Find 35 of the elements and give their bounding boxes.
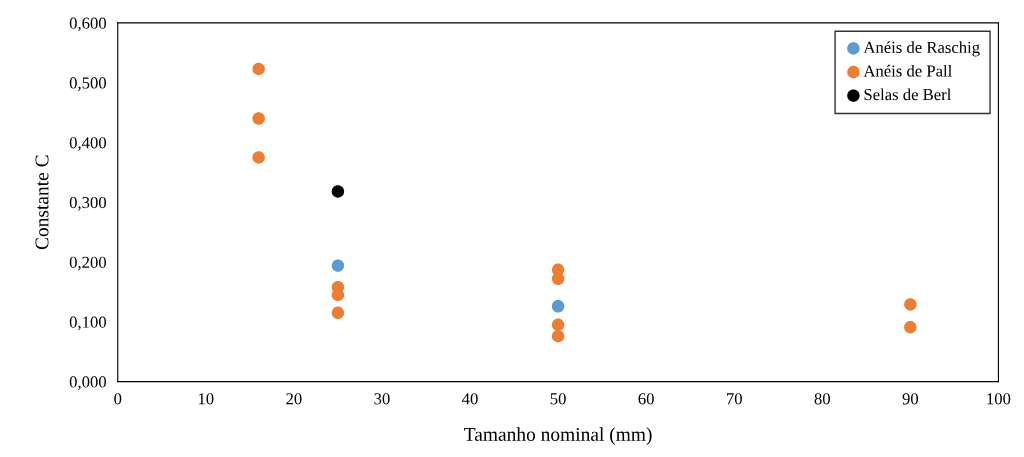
point	[331, 306, 345, 320]
y-axis-title: Constante C	[35, 155, 49, 250]
point	[904, 320, 917, 334]
x-tick-label: 0	[114, 393, 122, 405]
point	[331, 259, 345, 272]
y-tick-label: 0,500	[69, 77, 107, 91]
x-tick-label: 50	[550, 393, 566, 405]
x-tick-label: 20	[286, 393, 302, 405]
y-tick-label: 0,100	[69, 316, 107, 331]
x-axis-title: Tamanho nominal (mm)	[464, 427, 652, 445]
y-tick-label: 0,400	[69, 137, 107, 151]
point	[551, 300, 565, 313]
point	[331, 185, 345, 198]
point	[252, 62, 265, 76]
point	[252, 112, 265, 125]
y-tick-label: 0,200	[69, 256, 107, 271]
y-tick-label: 0,600	[69, 17, 107, 32]
point	[551, 272, 565, 285]
legend-label: Selas de Berl	[864, 88, 952, 101]
point	[252, 151, 265, 164]
x-tick-label: 80	[814, 393, 830, 405]
y-tick-label: 0,000	[69, 376, 107, 390]
point	[551, 318, 565, 331]
legend-label: Anéis de Pall	[863, 64, 952, 77]
x-tick-label: 30	[374, 393, 390, 405]
x-tick-label: 70	[726, 393, 742, 405]
x-tick-label: 90	[902, 393, 919, 405]
x-tick-label: 60	[638, 393, 654, 405]
point	[904, 298, 917, 311]
legend-label: Anéis de Raschig	[863, 41, 980, 57]
x-tick-label: 100	[987, 393, 1011, 405]
x-tick-label: 10	[198, 393, 214, 405]
y-tick-label: 0,300	[69, 196, 107, 211]
point	[551, 329, 565, 343]
x-tick-label: 40	[462, 393, 478, 405]
